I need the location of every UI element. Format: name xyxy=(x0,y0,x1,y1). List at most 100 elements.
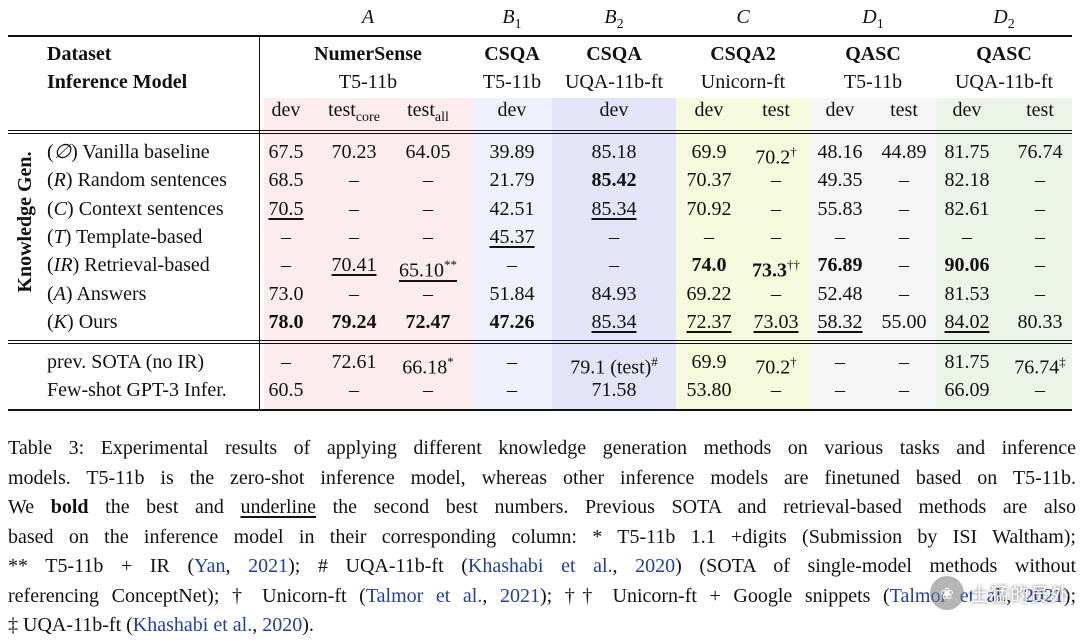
group-letter-A: A xyxy=(361,6,375,28)
caption-line: ‡ UQA-11b-ft (Khashabi et al., 2020). xyxy=(8,614,314,636)
row-label: (∅) Vanilla baseline xyxy=(47,141,210,163)
table-cell: – xyxy=(423,379,433,401)
table-cell: – xyxy=(899,198,909,220)
citation-link[interactable]: 2021 xyxy=(248,555,289,577)
model-name: T5-11b xyxy=(482,71,542,93)
col-bg-D1 xyxy=(810,98,936,410)
rule-header-bottom xyxy=(8,130,1072,131)
table-cell: 84.02 xyxy=(944,311,990,333)
citation-link[interactable]: 2020 xyxy=(635,555,676,577)
table-cell: – xyxy=(899,351,909,373)
table-cell: 70.92 xyxy=(686,198,732,220)
table-cell: 68.5 xyxy=(268,169,304,191)
table-cell: – xyxy=(1035,226,1045,248)
table-cell: 21.79 xyxy=(489,169,535,191)
dataset-name: CSQA xyxy=(484,43,540,65)
col-bg-B2 xyxy=(552,98,676,410)
split-label: dev xyxy=(825,99,855,121)
table-cell: 55.83 xyxy=(817,198,863,220)
table-cell: 72.37 xyxy=(686,311,732,333)
citation-link[interactable]: 2021 xyxy=(499,584,540,607)
split-label: dev xyxy=(952,99,982,121)
group-letter-D2: D2 xyxy=(993,6,1015,32)
wechat-icon: ❀ xyxy=(929,576,964,610)
table-cell: – xyxy=(423,198,433,220)
split-label: dev xyxy=(599,99,629,121)
col-bg-C xyxy=(676,98,810,410)
table-cell: – xyxy=(507,254,517,276)
caption-line: based on the inference model in their co… xyxy=(8,525,1076,548)
table-cell: 65.10** xyxy=(399,257,457,282)
table-cell: 70.37 xyxy=(686,169,732,191)
citation-link[interactable]: Yan xyxy=(194,555,226,577)
model-name: Unicorn-ft xyxy=(700,71,786,93)
table-cell: 70.5 xyxy=(268,198,304,220)
table-cell: 48.16 xyxy=(817,141,863,163)
split-label: dev xyxy=(694,99,724,121)
dataset-name: CSQA2 xyxy=(710,43,776,65)
table-cell: – xyxy=(281,226,291,248)
table-cell: 70.23 xyxy=(331,141,377,163)
table-cell: – xyxy=(899,379,909,401)
table-cell: – xyxy=(704,226,714,248)
citation-link[interactable]: 2021 xyxy=(1023,584,1064,607)
table-cell: 76.74 xyxy=(1017,141,1063,163)
caption-line: We bold the best and underline the secon… xyxy=(8,496,1076,518)
table-cell: – xyxy=(349,226,359,248)
table-cell: 42.51 xyxy=(489,198,535,220)
citation-link[interactable]: Khashabi et al. xyxy=(132,614,253,636)
caption-line: referencing ConceptNet); † Unicorn-ft (T… xyxy=(8,584,1076,607)
table-cell: 82.18 xyxy=(944,169,990,191)
rule-mid xyxy=(8,340,1072,341)
table-cell: – xyxy=(507,351,517,373)
table-cell: – xyxy=(609,254,619,276)
dataset-label: Dataset xyxy=(47,43,112,65)
rule-mid-2 xyxy=(8,343,1072,344)
table-cell: 81.75 xyxy=(944,141,990,163)
table-cell: 72.61 xyxy=(331,351,377,373)
table-cell: 82.61 xyxy=(944,198,990,220)
table-cell: 81.75 xyxy=(944,351,990,373)
table-cell: – xyxy=(771,169,781,191)
citation-link[interactable]: Talmor et al. xyxy=(365,584,483,607)
results-table: A B1 B2 C D1 D2 Dataset Inference Model … xyxy=(8,6,1072,411)
citation-link[interactable]: Khashabi et al. xyxy=(467,555,613,577)
table-cell: – xyxy=(609,226,619,248)
table-cell: 73.03 xyxy=(753,311,799,333)
citation-link[interactable]: 2020 xyxy=(262,614,303,636)
watermark: ❀ 土猛的员外 xyxy=(929,576,1070,610)
table-cell: 60.5 xyxy=(268,379,304,401)
table-cell: 72.47 xyxy=(405,311,451,333)
table-cell: 64.05 xyxy=(405,141,451,163)
split-label: test xyxy=(762,99,790,121)
row-label: (A) Answers xyxy=(47,283,147,305)
table-cell: 79.1 (test)# xyxy=(570,354,658,379)
table-cell: 73.3†† xyxy=(752,257,800,282)
table-cell: 85.34 xyxy=(591,198,637,220)
table-cell: – xyxy=(507,379,517,401)
table-cell: 78.0 xyxy=(268,311,304,333)
table-cell: – xyxy=(423,169,433,191)
table-cell: – xyxy=(1035,254,1045,276)
caption-line: models. T5-11b is the zero-shot inferenc… xyxy=(8,466,1076,489)
table-cell: 47.26 xyxy=(489,311,535,333)
row-label: (K) Ours xyxy=(47,311,118,333)
table-cell: 79.24 xyxy=(331,311,377,333)
table-cell: – xyxy=(281,351,291,373)
table-cell: 85.34 xyxy=(591,311,637,333)
model-name: T5-11b xyxy=(843,71,903,93)
table-cell: 66.09 xyxy=(944,379,990,401)
table-cell: – xyxy=(349,169,359,191)
table-cell: 51.84 xyxy=(489,283,535,305)
table-cell: 49.35 xyxy=(817,169,863,191)
rule-bottom xyxy=(8,409,1072,411)
dataset-name: QASC xyxy=(845,43,901,65)
table-cell: – xyxy=(349,379,359,401)
table-cell: 90.06 xyxy=(944,254,990,276)
table-cell: 53.80 xyxy=(686,379,732,401)
row-label: (R) Random sentences xyxy=(47,169,227,191)
rule-header-bottom-2 xyxy=(8,133,1072,134)
caption-line: ** T5-11b + IR (Yan, 2021); # UQA-11b-ft… xyxy=(8,555,1076,577)
row-label: (T) Template-based xyxy=(47,226,203,248)
table-cell: – xyxy=(349,283,359,305)
